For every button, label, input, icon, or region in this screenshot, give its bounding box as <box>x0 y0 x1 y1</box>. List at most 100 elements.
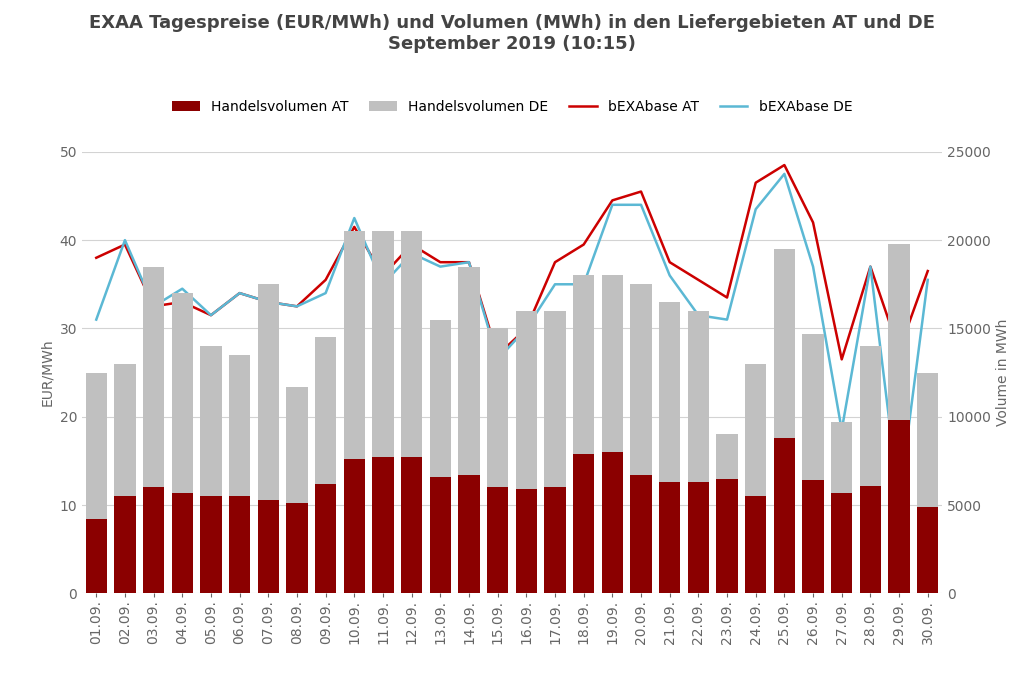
Bar <box>86 373 108 593</box>
bEXAbase AT <box>606 196 618 204</box>
bEXAbase AT <box>578 240 590 248</box>
bEXAbase AT <box>664 258 676 266</box>
Bar <box>229 355 250 593</box>
bEXAbase DE <box>635 201 647 209</box>
Bar <box>602 452 623 593</box>
bEXAbase DE <box>434 262 446 270</box>
Bar <box>115 364 135 593</box>
Bar <box>918 373 938 593</box>
bEXAbase AT <box>90 254 102 262</box>
bEXAbase AT <box>377 271 389 279</box>
bEXAbase DE <box>319 289 332 297</box>
Bar <box>888 244 909 593</box>
Bar <box>516 489 538 593</box>
Bar <box>258 500 279 593</box>
Bar <box>573 454 594 593</box>
bEXAbase DE <box>147 302 160 311</box>
Legend: Handelsvolumen AT, Handelsvolumen DE, bEXAbase AT, bEXAbase DE: Handelsvolumen AT, Handelsvolumen DE, bE… <box>166 95 858 119</box>
Bar <box>545 310 565 593</box>
Bar <box>201 346 221 593</box>
Bar <box>860 346 881 593</box>
bEXAbase AT <box>463 258 475 266</box>
Bar <box>659 302 680 593</box>
bEXAbase DE <box>463 258 475 266</box>
bEXAbase DE <box>520 324 532 333</box>
bEXAbase DE <box>721 315 733 324</box>
Bar <box>459 266 479 593</box>
Bar <box>573 275 594 593</box>
bEXAbase AT <box>176 298 188 306</box>
bEXAbase DE <box>492 355 504 364</box>
Bar <box>400 457 422 593</box>
bEXAbase AT <box>434 258 446 266</box>
bEXAbase AT <box>233 289 246 297</box>
Bar <box>430 319 451 593</box>
Bar <box>86 519 108 593</box>
Bar <box>803 480 823 593</box>
bEXAbase AT <box>807 218 819 226</box>
bEXAbase AT <box>635 188 647 196</box>
bEXAbase DE <box>233 289 246 297</box>
Bar <box>373 457 394 593</box>
Bar <box>545 487 565 593</box>
Bar <box>717 435 737 593</box>
Bar <box>745 364 766 593</box>
Line: bEXAbase DE: bEXAbase DE <box>96 174 928 501</box>
Bar <box>516 310 538 593</box>
Bar <box>774 249 795 593</box>
bEXAbase DE <box>291 302 303 311</box>
bEXAbase DE <box>406 249 418 257</box>
Bar <box>630 475 651 593</box>
bEXAbase AT <box>492 351 504 359</box>
bEXAbase AT <box>778 161 791 169</box>
bEXAbase DE <box>90 315 102 324</box>
Bar <box>688 310 709 593</box>
bEXAbase DE <box>664 271 676 279</box>
Bar <box>630 284 651 593</box>
bEXAbase DE <box>778 170 791 178</box>
bEXAbase AT <box>721 293 733 302</box>
bEXAbase AT <box>119 240 131 248</box>
Bar <box>373 231 394 593</box>
Bar <box>459 475 479 593</box>
bEXAbase AT <box>893 346 905 355</box>
Y-axis label: Volume in MWh: Volume in MWh <box>996 319 1011 426</box>
bEXAbase DE <box>549 280 561 288</box>
bEXAbase AT <box>262 298 274 306</box>
bEXAbase DE <box>692 311 705 319</box>
bEXAbase DE <box>377 280 389 288</box>
bEXAbase DE <box>893 497 905 505</box>
Bar <box>860 486 881 593</box>
bEXAbase AT <box>406 240 418 248</box>
Bar <box>888 420 909 593</box>
Bar <box>143 266 164 593</box>
Bar <box>918 507 938 593</box>
Bar <box>115 496 135 593</box>
Bar <box>831 422 852 593</box>
Bar <box>286 503 307 593</box>
bEXAbase DE <box>119 236 131 244</box>
bEXAbase DE <box>807 262 819 270</box>
Bar <box>258 284 279 593</box>
bEXAbase DE <box>176 284 188 293</box>
Bar <box>229 496 250 593</box>
Bar <box>487 487 509 593</box>
Bar <box>774 438 795 593</box>
Bar <box>659 482 680 593</box>
bEXAbase DE <box>750 205 762 213</box>
bEXAbase AT <box>520 324 532 333</box>
Bar <box>315 337 336 593</box>
Bar <box>831 493 852 593</box>
bEXAbase DE <box>348 214 360 222</box>
bEXAbase AT <box>291 302 303 311</box>
bEXAbase AT <box>319 276 332 284</box>
Bar <box>143 487 164 593</box>
bEXAbase DE <box>262 298 274 306</box>
bEXAbase AT <box>750 179 762 187</box>
bEXAbase AT <box>348 223 360 231</box>
Bar <box>171 293 193 593</box>
bEXAbase AT <box>692 276 705 284</box>
Bar <box>487 328 509 593</box>
Bar <box>745 496 766 593</box>
bEXAbase DE <box>836 426 848 434</box>
